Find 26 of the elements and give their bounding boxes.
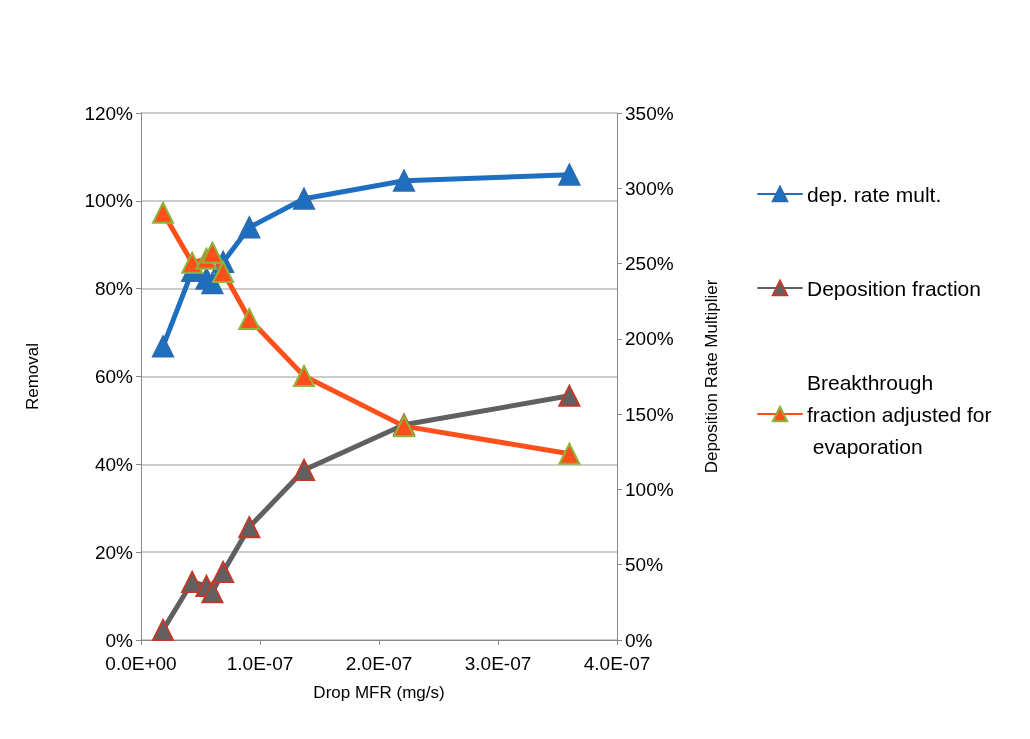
y-tick-label: 120%	[84, 102, 134, 124]
y-tick-label: 40%	[94, 453, 134, 475]
y-axis-title: Removal	[23, 342, 42, 411]
legend-label: dep. rate mult.	[807, 182, 942, 206]
x-tick-label: 0.0E+00	[105, 653, 177, 674]
legend-label: Deposition fraction	[807, 276, 981, 300]
y-tick-label: 80%	[94, 278, 134, 300]
x-tick-label: 3.0E-07	[464, 653, 532, 674]
y2-tick-label: 200%	[625, 328, 674, 350]
x-tick-label: 4.0E-07	[583, 653, 651, 674]
y2-tick-label: 350%	[625, 102, 674, 124]
x-tick-label: 1.0E-07	[226, 653, 294, 674]
y-tick-label: 60%	[94, 366, 134, 387]
y2-tick-label: 250%	[625, 253, 674, 275]
y-tick-label: 20%	[94, 541, 134, 563]
y2-tick-label: 0%	[625, 629, 653, 651]
y2-tick-label: 300%	[625, 177, 674, 199]
y2-tick-label: 50%	[625, 554, 664, 576]
x-axis-title: Drop MFR (mg/s)	[313, 683, 445, 702]
y2-tick-label: 100%	[625, 478, 674, 500]
y2-axis-title: Deposition Rate Multiplier	[702, 279, 721, 474]
legend-label: Breakthrough fraction adjusted for evaporation	[807, 370, 992, 458]
x-tick-label: 2.0E-07	[345, 653, 413, 674]
y-tick-label: 100%	[84, 190, 134, 212]
y-tick-label: 0%	[105, 629, 134, 651]
y2-tick-label: 150%	[625, 403, 674, 425]
